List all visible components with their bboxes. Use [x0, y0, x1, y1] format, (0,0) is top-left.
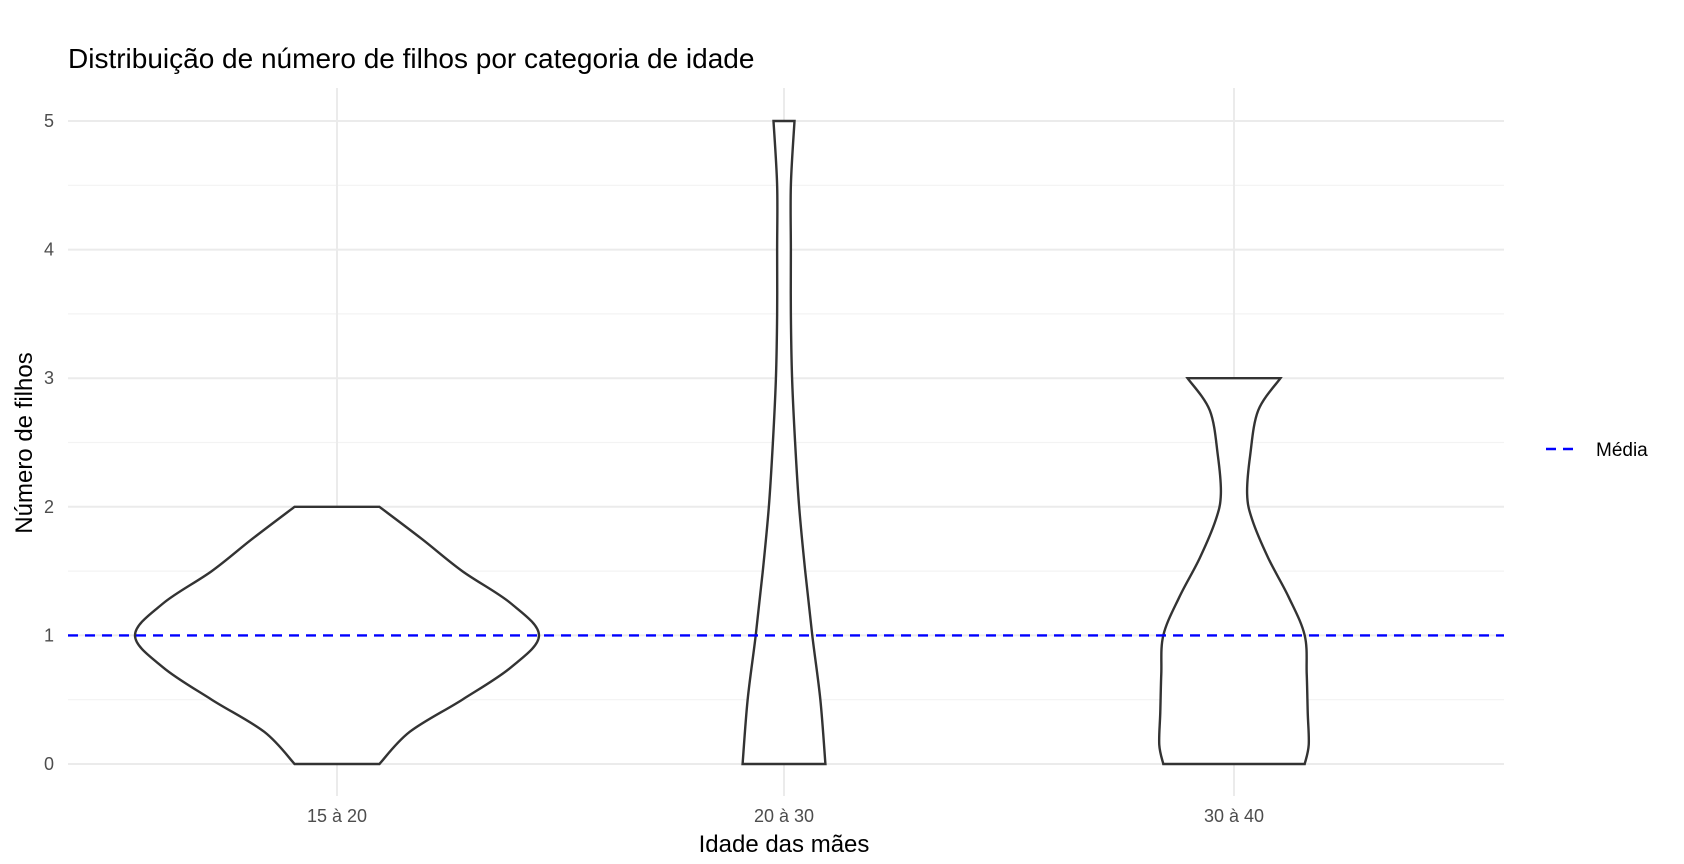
y-axis-title: Número de filhos — [11, 352, 38, 533]
y-tick-label-5: 5 — [44, 111, 54, 131]
y-tick-label-3: 3 — [44, 368, 54, 388]
legend: Média — [1546, 440, 1648, 461]
chart-title: Distribuição de número de filhos por cat… — [68, 43, 754, 74]
legend-label-mean: Média — [1596, 440, 1648, 461]
y-axis-ticks: 0 1 2 3 4 5 — [44, 111, 54, 774]
violin-3 — [1157, 377, 1311, 766]
violin-2 — [741, 119, 827, 766]
violins — [133, 119, 1311, 766]
x-axis-ticks: 15 à 20 20 à 30 30 à 40 — [307, 806, 1264, 826]
x-tick-label-2: 20 à 30 — [754, 806, 814, 826]
y-tick-label-4: 4 — [44, 240, 54, 260]
y-tick-label-2: 2 — [44, 497, 54, 517]
y-tick-label-0: 0 — [44, 754, 54, 774]
x-tick-label-3: 30 à 40 — [1204, 806, 1264, 826]
x-tick-label-1: 15 à 20 — [307, 806, 367, 826]
y-tick-label-1: 1 — [44, 625, 54, 645]
violin-1 — [133, 505, 541, 766]
x-axis-title: Idade das mães — [699, 831, 870, 858]
